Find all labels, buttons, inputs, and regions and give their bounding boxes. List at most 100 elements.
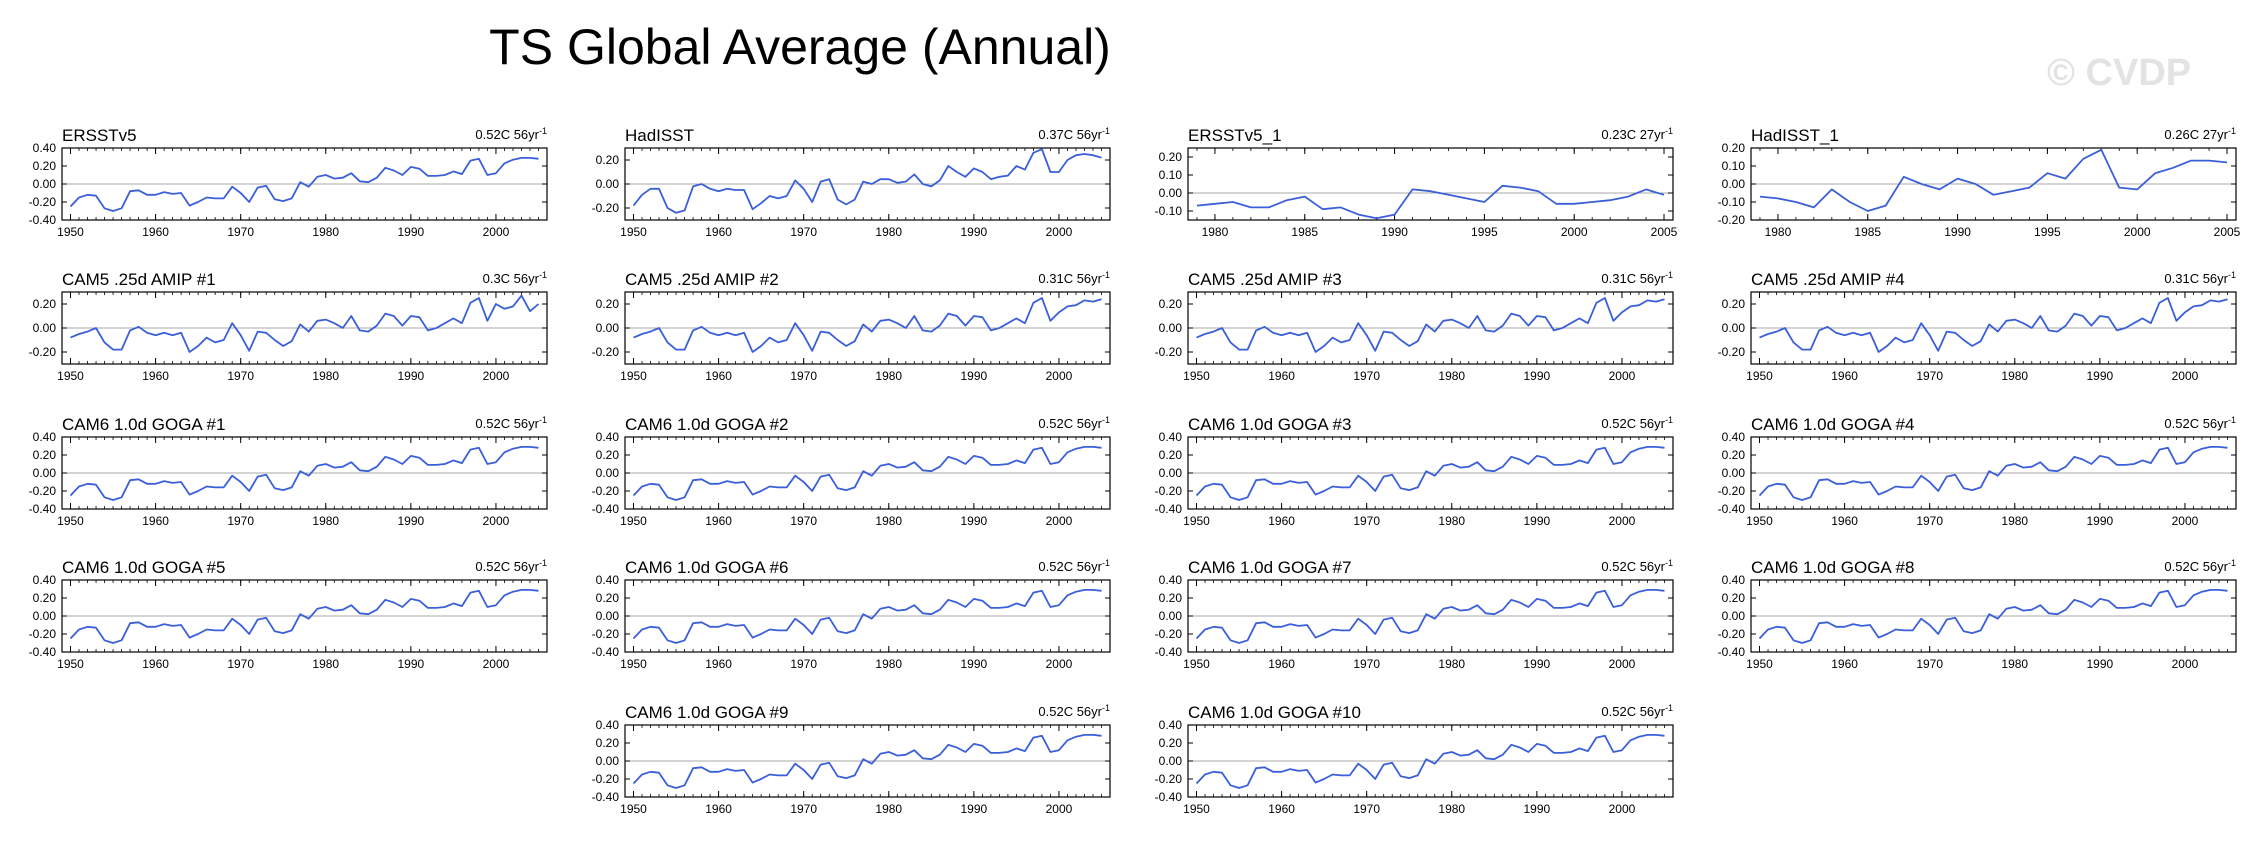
series-line (1758, 445, 2228, 501)
y-tick-label: 0.40 (1159, 573, 1183, 587)
trend-value: 0.52C 56yr (1038, 416, 1102, 431)
panel-title: CAM6 1.0d GOGA #6 (625, 558, 788, 577)
y-tick-label: -0.20 (1155, 484, 1183, 498)
trend-exponent: -1 (539, 558, 547, 568)
x-tick-label: 1970 (1916, 514, 1943, 528)
series-line (70, 294, 540, 353)
x-tick-label: 1980 (312, 514, 339, 528)
y-tick-label: -0.40 (592, 790, 620, 804)
x-tick-label: 1970 (790, 369, 817, 383)
panel: CAM6 1.0d GOGA #3 0.52C 56yr-1 0.40 0.20 0.0… (1155, 415, 1674, 528)
series-line (1195, 589, 1665, 644)
x-tick-label: 1950 (620, 225, 647, 239)
y-tick-label: 0.40 (1722, 430, 1746, 444)
y-tick-label: 0.20 (33, 448, 57, 462)
x-tick-label: 2000 (1609, 802, 1636, 816)
x-tick-label: 1970 (227, 225, 254, 239)
y-tick-label: -0.20 (592, 345, 620, 359)
y-tick-label: -0.40 (1155, 645, 1183, 659)
panel-title: CAM6 1.0d GOGA #1 (62, 415, 225, 434)
x-tick-label: 2000 (1609, 369, 1636, 383)
x-tick-label: 1960 (1268, 657, 1295, 671)
y-tick-label: -0.20 (1718, 213, 1746, 227)
x-tick-label: 1990 (1524, 369, 1551, 383)
y-tick-label: 0.40 (33, 573, 57, 587)
x-tick-label: 2000 (483, 369, 510, 383)
y-tick-label: 0.40 (33, 141, 57, 155)
trend-exponent: -1 (1102, 415, 1110, 425)
y-tick-label: 0.00 (596, 321, 620, 335)
trend-label: 0.31C 56yr-1 (1038, 270, 1110, 286)
x-tick-label: 1985 (1854, 225, 1881, 239)
y-tick-label: 0.00 (1159, 466, 1183, 480)
x-tick-label: 1990 (398, 514, 425, 528)
panel-title: CAM6 1.0d GOGA #2 (625, 415, 788, 434)
trend-exponent: -1 (1665, 558, 1673, 568)
trend-value: 0.3C 56yr (483, 271, 540, 286)
y-tick-label: 0.00 (1722, 177, 1746, 191)
y-tick-label: 0.20 (1159, 150, 1183, 164)
x-tick-label: 1950 (57, 225, 84, 239)
trend-value: 0.26C 27yr (2164, 127, 2228, 142)
x-tick-label: 2000 (2172, 657, 2199, 671)
series-line (632, 148, 1102, 214)
x-tick-label: 1990 (398, 369, 425, 383)
y-tick-label: -0.20 (592, 772, 620, 786)
y-tick-label: 0.00 (1159, 321, 1183, 335)
panel: CAM6 1.0d GOGA #2 0.52C 56yr-1 0.40 0.20 0.0… (592, 415, 1111, 528)
panel: HadISST_1 0.26C 27yr-1 0.20 0.10 0.00 -0.10 -0… (1718, 126, 2241, 239)
trend-value: 0.52C 56yr (2164, 559, 2228, 574)
trend-label: 0.3C 56yr-1 (483, 270, 547, 286)
y-tick-label: 0.20 (33, 591, 57, 605)
x-tick-label: 1995 (1471, 225, 1498, 239)
panel-title: ERSSTv5_1 (1188, 126, 1282, 145)
x-tick-label: 2000 (1046, 657, 1073, 671)
x-tick-label: 1990 (1524, 657, 1551, 671)
trend-value: 0.37C 56yr (1038, 127, 1102, 142)
y-tick-label: -0.20 (1155, 772, 1183, 786)
trend-exponent: -1 (1102, 558, 1110, 568)
y-tick-label: -0.40 (1155, 502, 1183, 516)
trend-label: 0.31C 56yr-1 (2164, 270, 2236, 286)
trend-label: 0.52C 56yr-1 (1601, 558, 1673, 574)
y-tick-label: -0.40 (29, 502, 57, 516)
y-tick-label: 0.20 (1159, 736, 1183, 750)
x-tick-label: 1960 (142, 225, 169, 239)
y-tick-label: 0.20 (596, 736, 620, 750)
x-tick-label: 1970 (1353, 657, 1380, 671)
chart-title: TS Global Average (Annual) (489, 19, 1111, 75)
x-tick-label: 1990 (1524, 802, 1551, 816)
x-tick-label: 1950 (1746, 657, 1773, 671)
x-tick-label: 1950 (57, 369, 84, 383)
trend-label: 0.52C 56yr-1 (1038, 703, 1110, 719)
panel-title: CAM5 .25d AMIP #1 (62, 270, 216, 289)
x-tick-label: 1980 (875, 657, 902, 671)
series-line (1759, 297, 2228, 353)
x-tick-label: 1980 (1438, 369, 1465, 383)
y-tick-label: 0.00 (596, 177, 620, 191)
trend-value: 0.52C 56yr (2164, 416, 2228, 431)
y-tick-label: 0.00 (1159, 609, 1183, 623)
x-tick-label: 1960 (705, 657, 732, 671)
panel-title: CAM5 .25d AMIP #2 (625, 270, 779, 289)
trend-exponent: -1 (539, 126, 547, 136)
y-tick-label: 0.00 (33, 177, 57, 191)
x-tick-label: 1970 (227, 369, 254, 383)
trend-exponent: -1 (2228, 126, 2236, 136)
y-tick-label: -0.40 (29, 645, 57, 659)
x-tick-label: 1990 (2087, 369, 2114, 383)
y-tick-label: 0.00 (1722, 466, 1746, 480)
y-tick-label: 0.00 (33, 466, 57, 480)
panel-title: CAM6 1.0d GOGA #3 (1188, 415, 1351, 434)
y-tick-label: 0.20 (596, 297, 620, 311)
x-tick-label: 1950 (1183, 514, 1210, 528)
x-tick-label: 1970 (1353, 369, 1380, 383)
y-tick-label: 0.20 (1159, 448, 1183, 462)
y-tick-label: -0.20 (1718, 627, 1746, 641)
trend-label: 0.52C 56yr-1 (2164, 558, 2236, 574)
x-tick-label: 1980 (2001, 657, 2028, 671)
panel-title: CAM5 .25d AMIP #4 (1751, 270, 1905, 289)
series-line (69, 156, 539, 212)
trend-label: 0.52C 56yr-1 (1038, 415, 1110, 431)
